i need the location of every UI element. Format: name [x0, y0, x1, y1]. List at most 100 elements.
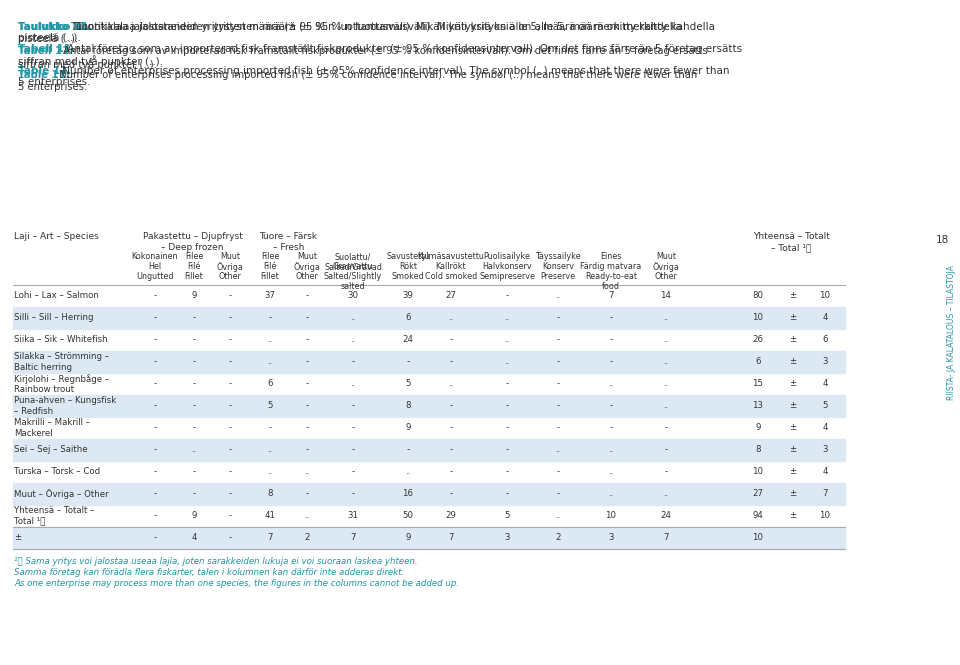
Text: Övriga: Övriga	[653, 262, 680, 272]
Text: -: -	[192, 313, 196, 323]
Text: -: -	[610, 402, 612, 410]
Text: -: -	[664, 446, 667, 454]
Text: 29: 29	[445, 511, 456, 521]
Text: 7: 7	[609, 291, 613, 301]
Text: Tuontikalaa jalostaneiden yritysten määrä (± 95 %:n luottamusväli). Mikäli yrity: Tuontikalaa jalostaneiden yritysten määr…	[68, 22, 682, 32]
Text: ..: ..	[268, 467, 273, 477]
Text: 26: 26	[753, 336, 763, 344]
Text: -: -	[305, 424, 308, 432]
Text: ..: ..	[350, 336, 355, 344]
Text: -: -	[351, 489, 354, 499]
Text: ..: ..	[663, 402, 668, 410]
Text: Pakastettu – Djupfryst
– Deep frozen: Pakastettu – Djupfryst – Deep frozen	[143, 232, 243, 252]
Text: 9: 9	[191, 291, 197, 301]
Text: 4: 4	[823, 380, 828, 388]
Text: 10: 10	[753, 533, 763, 543]
Text: 7: 7	[350, 533, 356, 543]
Text: -: -	[351, 446, 354, 454]
Text: 80: 80	[753, 291, 763, 301]
Text: Hel: Hel	[149, 262, 161, 271]
Text: 24: 24	[402, 336, 414, 344]
Text: -: -	[192, 336, 196, 344]
Text: -: -	[449, 446, 452, 454]
Text: Suolattu/
Graavattu: Suolattu/ Graavattu	[333, 252, 373, 271]
Text: ..: ..	[609, 489, 613, 499]
Text: -: -	[610, 336, 612, 344]
Text: -: -	[154, 313, 156, 323]
Text: ±: ±	[789, 291, 797, 301]
Text: Preserve: Preserve	[540, 272, 576, 281]
Text: 3: 3	[823, 446, 828, 454]
Text: 3: 3	[504, 533, 510, 543]
Text: Savustettu: Savustettu	[386, 252, 430, 261]
Text: ..: ..	[556, 291, 561, 301]
Text: -: -	[449, 489, 452, 499]
Text: Turska – Torsk – Cod: Turska – Torsk – Cod	[14, 467, 100, 477]
Text: -: -	[154, 358, 156, 366]
Text: ..: ..	[268, 358, 273, 366]
Text: -: -	[228, 380, 231, 388]
Text: Antal företag som av importerad fisk framställt fiskprodukter (± 95 % konfidensi: Antal företag som av importerad fisk fra…	[64, 44, 742, 54]
Text: ..: ..	[504, 358, 510, 366]
Text: 4: 4	[823, 424, 828, 432]
Text: Other: Other	[655, 272, 678, 281]
Text: -: -	[305, 446, 308, 454]
Text: ..: ..	[268, 336, 273, 344]
Text: ..: ..	[663, 313, 668, 323]
Text: Filé: Filé	[263, 262, 276, 271]
Text: Tuontikalaa jalostaneiden yritysten määrä (± 95 %:n luottamusväli). Mikäli yrity: Tuontikalaa jalostaneiden yritysten määr…	[73, 22, 715, 32]
Text: Puolisailyke: Puolisailyke	[484, 252, 531, 261]
Text: -: -	[154, 533, 156, 543]
Text: ±: ±	[789, 446, 797, 454]
Text: ±: ±	[789, 467, 797, 477]
Text: 10: 10	[820, 511, 830, 521]
Text: 18: 18	[935, 235, 948, 245]
Text: -: -	[269, 313, 272, 323]
Text: Kallrökt: Kallrökt	[436, 262, 467, 271]
Text: -: -	[228, 291, 231, 301]
Text: 14: 14	[660, 291, 671, 301]
Bar	[13, 395, 845, 417]
Text: ..: ..	[304, 467, 310, 477]
Text: 5: 5	[504, 511, 510, 521]
Text: -: -	[228, 446, 231, 454]
Text: -: -	[305, 336, 308, 344]
Text: -: -	[154, 291, 156, 301]
Text: -: -	[305, 313, 308, 323]
Text: Halvkonserv: Halvkonserv	[482, 262, 532, 271]
Text: Other: Other	[219, 272, 241, 281]
Text: Samma företag kan förädla flera fiskarter, talen i kolumnen kan därför inte adde: Samma företag kan förädla flera fiskarte…	[14, 568, 404, 577]
Text: ..: ..	[556, 446, 561, 454]
Text: -: -	[557, 358, 560, 366]
Text: -: -	[154, 336, 156, 344]
Text: Salted/Slightly
salted: Salted/Slightly salted	[324, 272, 382, 291]
Text: Muut: Muut	[656, 252, 676, 261]
Text: -: -	[610, 358, 612, 366]
Text: ..: ..	[350, 313, 355, 323]
Text: Ready-to-eat
food: Ready-to-eat food	[585, 272, 637, 291]
Text: siffran med två punkter (..).: siffran med två punkter (..).	[18, 58, 156, 70]
Text: 8: 8	[756, 446, 760, 454]
Text: ..: ..	[663, 380, 668, 388]
Text: Rökt: Rökt	[399, 262, 417, 271]
Text: ..: ..	[504, 336, 510, 344]
Text: Filé: Filé	[187, 262, 201, 271]
Text: -: -	[505, 380, 509, 388]
Text: -: -	[505, 489, 509, 499]
Text: Lohi – Lax – Salmon: Lohi – Lax – Salmon	[14, 291, 99, 301]
Text: -: -	[449, 467, 452, 477]
Text: Eines: Eines	[600, 252, 622, 261]
Text: -: -	[449, 402, 452, 410]
Text: Kokonainen: Kokonainen	[132, 252, 179, 261]
Text: siffran med två punkter (..).: siffran med två punkter (..).	[18, 55, 163, 67]
Text: -: -	[351, 467, 354, 477]
Text: -: -	[664, 467, 667, 477]
Text: 10: 10	[753, 313, 763, 323]
Text: Yhteensä – Totalt
– Total ¹⧟: Yhteensä – Totalt – Total ¹⧟	[753, 232, 830, 252]
Text: -: -	[269, 424, 272, 432]
Text: ±: ±	[789, 489, 797, 499]
Text: -: -	[192, 358, 196, 366]
Text: Muut – Övriga – Other: Muut – Övriga – Other	[14, 489, 108, 499]
Text: -: -	[192, 380, 196, 388]
Text: 15: 15	[753, 380, 763, 388]
